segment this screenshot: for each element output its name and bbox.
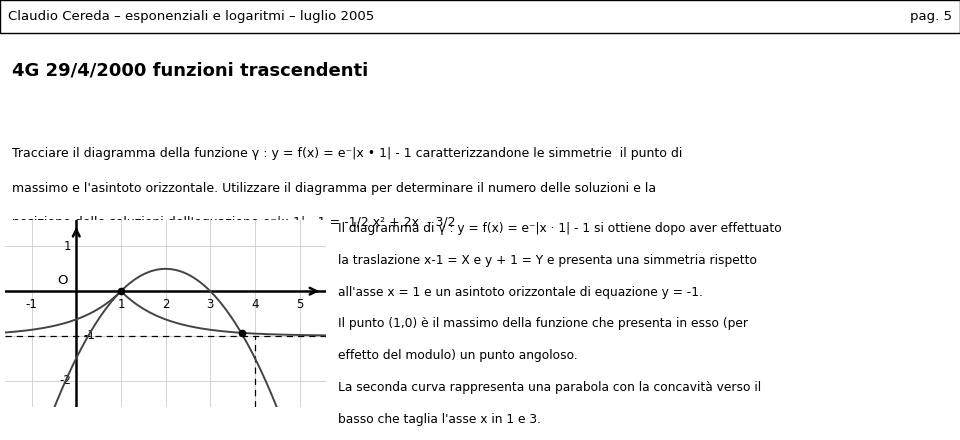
- Text: 4: 4: [252, 298, 258, 311]
- Text: 4G 29/4/2000 funzioni trascendenti: 4G 29/4/2000 funzioni trascendenti: [12, 62, 368, 80]
- Text: all'asse x = 1 e un asintoto orizzontale di equazione y = -1.: all'asse x = 1 e un asintoto orizzontale…: [338, 286, 703, 299]
- Text: -1: -1: [83, 329, 95, 342]
- Text: -1: -1: [26, 298, 37, 311]
- Text: Claudio Cereda – esponenziali e logaritmi – luglio 2005: Claudio Cereda – esponenziali e logaritm…: [8, 10, 374, 23]
- Text: Il punto (1,0) è il massimo della funzione che presenta in esso (per: Il punto (1,0) è il massimo della funzio…: [338, 318, 748, 330]
- Text: -2: -2: [59, 374, 71, 387]
- Text: massimo e l'asintoto orizzontale. Utilizzare il diagramma per determinare il num: massimo e l'asintoto orizzontale. Utiliz…: [12, 182, 656, 194]
- FancyBboxPatch shape: [0, 0, 960, 33]
- Text: la traslazione x-1 = X e y + 1 = Y e presenta una simmetria rispetto: la traslazione x-1 = X e y + 1 = Y e pre…: [338, 254, 756, 267]
- Text: 3: 3: [206, 298, 214, 311]
- Text: Tracciare il diagramma della funzione γ : y = f(x) = e⁻|x • 1| - 1 caratterizzan: Tracciare il diagramma della funzione γ …: [12, 147, 682, 160]
- Text: posizione delle soluzioni dell'equazione e⁻|x-1| - 1 = -1/2 x² + 2x  - 3/2: posizione delle soluzioni dell'equazione…: [12, 216, 455, 229]
- Text: O: O: [58, 274, 68, 287]
- Text: 1: 1: [63, 240, 71, 253]
- Text: basso che taglia l'asse x in 1 e 3.: basso che taglia l'asse x in 1 e 3.: [338, 413, 540, 426]
- Text: 1: 1: [117, 298, 125, 311]
- Text: 5: 5: [296, 298, 303, 311]
- Text: La seconda curva rappresenta una parabola con la concavità verso il: La seconda curva rappresenta una parabol…: [338, 381, 761, 394]
- Text: pag. 5: pag. 5: [910, 10, 952, 23]
- Text: Il diagramma di γ : y = f(x) = e⁻|x · 1| - 1 si ottiene dopo aver effettuato: Il diagramma di γ : y = f(x) = e⁻|x · 1|…: [338, 222, 781, 235]
- Text: 2: 2: [162, 298, 169, 311]
- Text: effetto del modulo) un punto angoloso.: effetto del modulo) un punto angoloso.: [338, 349, 578, 362]
